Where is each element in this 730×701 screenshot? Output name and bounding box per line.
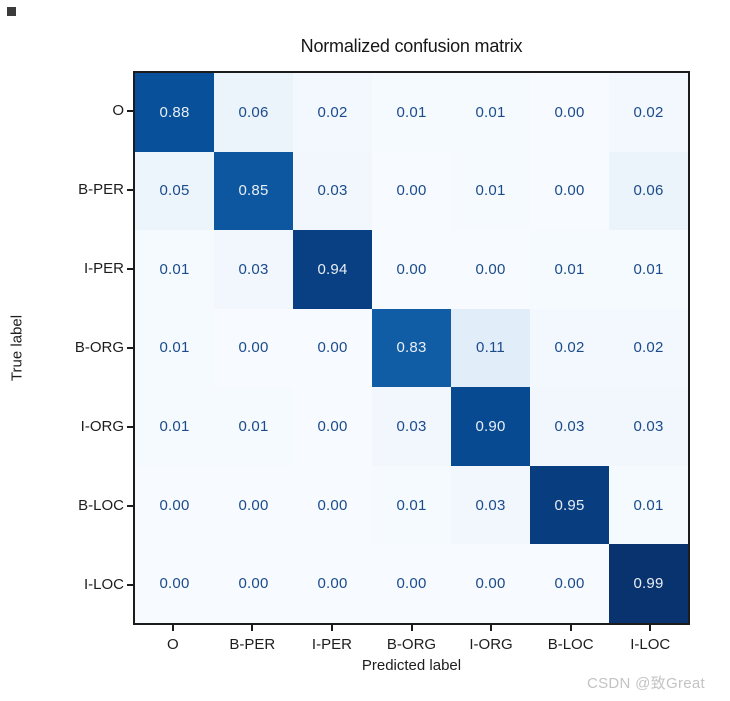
y-tick-mark	[127, 347, 133, 349]
matrix-cell: 0.03	[609, 387, 688, 466]
matrix-cell: 0.06	[609, 151, 688, 231]
matrix-cell: 0.03	[451, 465, 530, 545]
y-tick-mark	[127, 584, 133, 587]
matrix-cell: 0.06	[214, 73, 293, 152]
matrix-cell: 0.01	[451, 151, 530, 231]
matrix-cell: 0.02	[530, 308, 609, 388]
matrix-cell: 0.00	[293, 544, 372, 623]
y-tick-mark	[127, 188, 133, 191]
y-tick-mark	[127, 426, 133, 429]
matrix-cell: 0.01	[372, 465, 451, 545]
matrix-cell: 0.01	[609, 230, 688, 309]
matrix-cell: 0.01	[135, 387, 214, 466]
matrix-cell: 0.02	[609, 73, 688, 152]
y-tick-label: B-ORG	[74, 339, 124, 356]
matrix-cell: 0.00	[135, 465, 214, 545]
matrix-cell: 0.02	[609, 308, 688, 388]
matrix-cell: 0.01	[135, 308, 214, 388]
matrix-cell: 0.01	[372, 73, 451, 152]
matrix-cell: 0.00	[530, 544, 609, 623]
y-tick-mark	[127, 505, 133, 508]
matrix-cell: 0.01	[530, 230, 609, 309]
matrix-cell: 0.00	[372, 230, 451, 309]
matrix-cell: 0.83	[372, 308, 451, 388]
confusion-matrix-grid: 0.88 0.06 0.02 0.01 0.01 0.00 0.02 0.05 0.85 0.03…	[133, 71, 690, 625]
matrix-cell: 0.03	[293, 151, 372, 231]
y-tick-label: B-PER	[78, 180, 124, 198]
y-tick-label: I-ORG	[80, 418, 124, 436]
matrix-cell: 0.01	[214, 387, 293, 466]
y-tick-label: B-LOC	[78, 497, 124, 515]
matrix-cell: 0.03	[530, 387, 609, 466]
matrix-cell: 0.03	[214, 230, 293, 309]
x-tick-label: I-ORG	[469, 636, 513, 653]
matrix-cell: 0.00	[293, 465, 372, 545]
matrix-cell: 0.00	[530, 73, 609, 152]
x-tick-label: I-LOC	[630, 636, 671, 653]
matrix-cell: 0.00	[293, 308, 372, 388]
matrix-cell: 0.00	[135, 544, 214, 623]
x-tick-mark	[649, 625, 652, 631]
y-tick-label: O	[112, 101, 124, 119]
matrix-cell: 0.99	[609, 544, 688, 623]
matrix-cell: 0.00	[530, 151, 609, 231]
matrix-cell: 0.05	[135, 151, 214, 231]
matrix-cell: 0.03	[372, 387, 451, 466]
x-tick-label: B-PER	[229, 636, 276, 653]
x-tick-mark	[569, 625, 572, 631]
y-tick-mark	[127, 109, 133, 112]
matrix-cell: 0.01	[135, 230, 214, 309]
y-tick-label: I-LOC	[83, 576, 124, 594]
chart-title: Normalized confusion matrix	[300, 36, 523, 56]
watermark: CSDN @致Great	[586, 675, 705, 692]
x-tick-label: O	[166, 636, 179, 653]
x-tick-label: I-PER	[311, 636, 352, 653]
y-tick-mark	[127, 267, 133, 270]
matrix-cell: 0.00	[214, 308, 293, 388]
matrix-cell: 0.00	[214, 465, 293, 545]
matrix-cell: 0.00	[293, 387, 372, 466]
y-tick-label: I-PER	[83, 259, 124, 277]
matrix-cell: 0.01	[609, 465, 688, 545]
x-tick-mark	[410, 625, 413, 631]
x-tick-mark	[490, 625, 493, 631]
matrix-cell: 0.90	[451, 387, 530, 466]
corner-artifact	[7, 7, 16, 16]
x-tick-label: B-LOC	[547, 636, 594, 653]
matrix-cell: 0.02	[293, 73, 372, 152]
matrix-cell: 0.94	[293, 230, 372, 309]
matrix-cell: 0.00	[372, 544, 451, 623]
matrix-cell: 0.88	[135, 73, 214, 152]
x-axis-label: Predicted label	[361, 657, 462, 674]
x-tick-mark	[171, 625, 174, 631]
x-tick-mark	[330, 625, 333, 631]
matrix-cell: 0.85	[214, 151, 293, 231]
matrix-cell: 0.00	[372, 151, 451, 231]
x-tick-mark	[251, 625, 254, 631]
matrix-cell: 0.00	[214, 544, 293, 623]
matrix-cell: 0.95	[530, 465, 609, 545]
matrix-cell: 0.01	[451, 73, 530, 152]
matrix-cell: 0.00	[451, 230, 530, 309]
matrix-cell: 0.11	[451, 308, 530, 388]
matrix-cell: 0.00	[451, 544, 530, 623]
x-tick-label: B-ORG	[386, 636, 437, 653]
